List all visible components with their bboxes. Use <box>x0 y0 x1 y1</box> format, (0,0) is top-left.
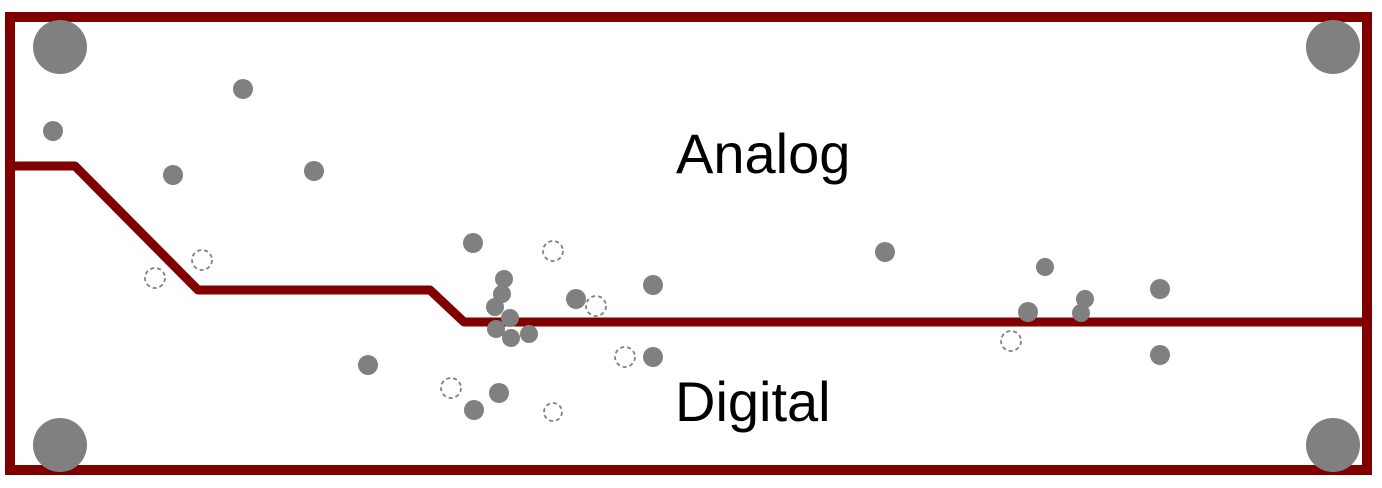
filled-via-icon <box>501 309 519 327</box>
filled-via-icon <box>502 329 520 347</box>
filled-via-icon <box>566 289 586 309</box>
plane-split-line <box>10 161 1367 327</box>
filled-via-icon <box>643 275 663 295</box>
filled-via-icon <box>1018 302 1038 322</box>
filled-via-icon <box>463 233 483 253</box>
filled-via-icon <box>464 400 484 420</box>
filled-via-icon <box>233 79 253 99</box>
filled-via-icon <box>643 347 663 367</box>
empty-via-icon <box>585 295 607 317</box>
empty-via-icon <box>144 267 166 289</box>
empty-vias <box>144 240 1022 422</box>
filled-via-icon <box>520 325 538 343</box>
filled-via-icon <box>489 383 509 403</box>
filled-via-icon <box>304 161 324 181</box>
filled-via-icon <box>1150 279 1170 299</box>
filled-via-icon <box>358 355 378 375</box>
mounting-hole-icon <box>33 20 87 74</box>
mounting-hole-icon <box>1306 20 1360 74</box>
filled-via-icon <box>43 121 63 141</box>
filled-via-icon <box>1150 345 1170 365</box>
mounting-hole-icon <box>1306 418 1360 472</box>
mounting-holes <box>33 20 1360 472</box>
digital-zone-label: Digital <box>675 370 831 433</box>
filled-via-icon <box>495 270 513 288</box>
filled-via-icon <box>1076 290 1094 308</box>
filled-via-icon <box>1072 304 1090 322</box>
filled-via-icon <box>486 298 504 316</box>
mounting-hole-icon <box>33 418 87 472</box>
filled-vias <box>43 79 1170 420</box>
empty-via-icon <box>614 346 636 368</box>
empty-via-icon <box>1000 330 1022 352</box>
filled-via-icon <box>875 242 895 262</box>
analog-zone-label: Analog <box>676 122 850 185</box>
empty-via-icon <box>191 249 213 271</box>
empty-via-icon <box>542 240 564 262</box>
filled-via-icon <box>487 320 505 338</box>
filled-via-icon <box>1036 258 1054 276</box>
filled-via-icon <box>163 165 183 185</box>
board-outline <box>5 12 1372 475</box>
empty-via-icon <box>543 402 563 422</box>
empty-via-icon <box>440 377 462 399</box>
